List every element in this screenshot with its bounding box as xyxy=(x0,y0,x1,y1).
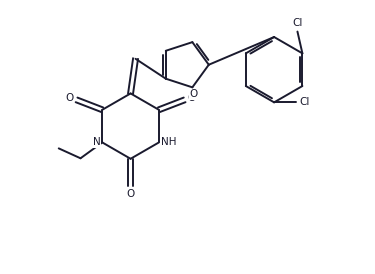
Text: O: O xyxy=(188,93,196,103)
Text: NH: NH xyxy=(161,138,176,147)
Text: O: O xyxy=(189,89,198,99)
Text: Cl: Cl xyxy=(292,18,303,28)
Text: O: O xyxy=(126,189,135,199)
Text: Cl: Cl xyxy=(300,97,310,107)
Text: O: O xyxy=(66,93,74,103)
Text: N: N xyxy=(93,138,100,147)
